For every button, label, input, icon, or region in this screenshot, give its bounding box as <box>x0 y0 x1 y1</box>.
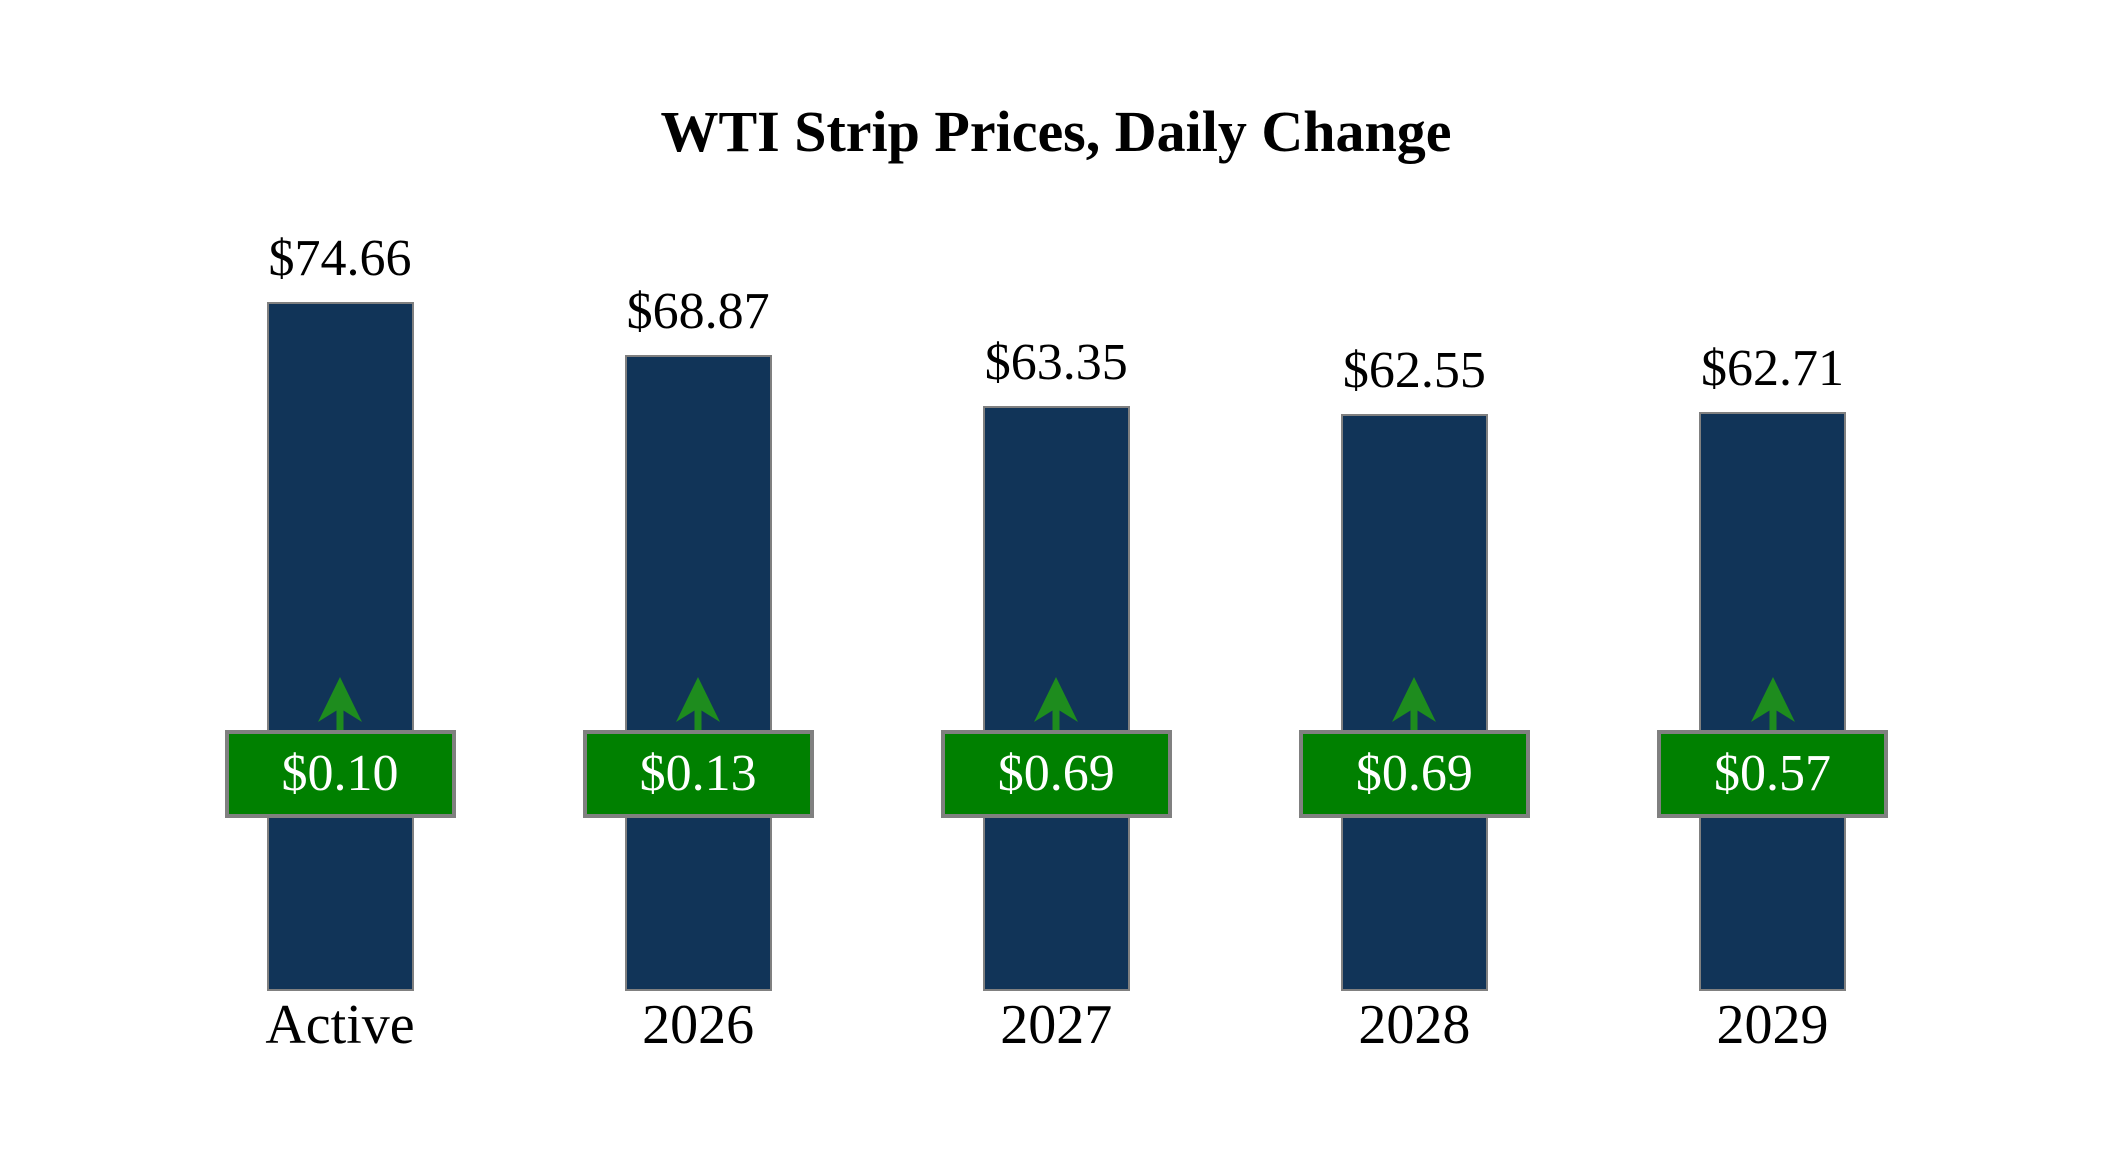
arrow-up-icon <box>318 677 362 734</box>
daily-change-value: $0.13 <box>639 745 757 802</box>
category-label: 2027 <box>1000 994 1113 1056</box>
bar <box>266 302 414 991</box>
category-label: 2029 <box>1716 994 1829 1056</box>
bar <box>624 355 772 991</box>
bar-value-label: $63.35 <box>984 334 1128 392</box>
daily-change-value: $0.10 <box>281 745 399 802</box>
arrow-up-icon <box>676 677 721 734</box>
daily-change-value: $0.57 <box>1714 745 1831 802</box>
daily-change-badge: $0.57 <box>1657 730 1888 818</box>
bar-value-label: $62.55 <box>1342 342 1486 400</box>
category-label: Active <box>265 994 415 1056</box>
chart-title: WTI Strip Prices, Daily Change <box>660 99 1452 164</box>
daily-change-value: $0.69 <box>997 745 1115 802</box>
arrow-up-icon <box>1392 677 1437 734</box>
bar-value-label: $74.66 <box>268 230 412 288</box>
arrow-up-icon <box>1750 677 1795 734</box>
daily-change-badge: $0.69 <box>940 730 1172 818</box>
arrow-up-icon <box>1034 677 1079 734</box>
bar-value-label: $62.71 <box>1701 340 1844 398</box>
category-label: 2028 <box>1358 994 1471 1056</box>
category-label: 2026 <box>642 994 755 1056</box>
daily-change-badge: $0.13 <box>582 730 814 818</box>
bar-value-label: $68.87 <box>626 283 770 341</box>
daily-change-value: $0.69 <box>1355 745 1473 802</box>
daily-change-badge: $0.69 <box>1298 730 1530 818</box>
daily-change-badge: $0.10 <box>224 730 456 818</box>
